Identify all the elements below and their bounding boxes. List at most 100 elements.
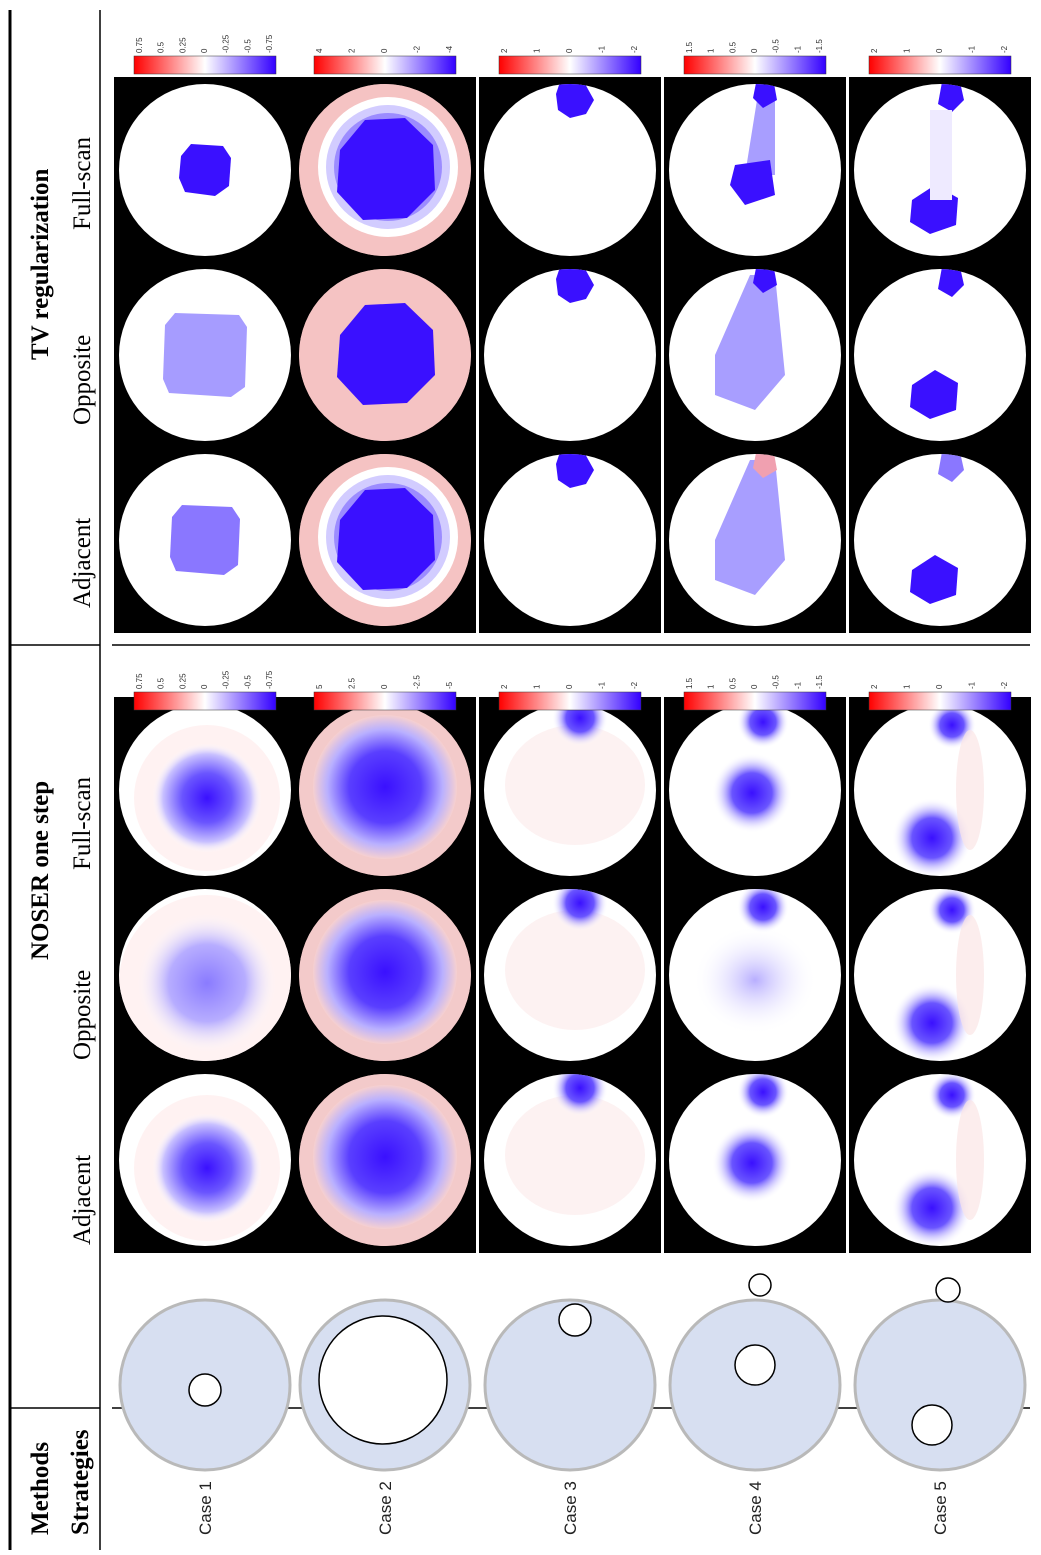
- colorbar-tick-label: 0: [200, 684, 209, 689]
- reconstructed-inclusion-large: [910, 370, 958, 419]
- reconstructed-inclusion: [163, 313, 247, 397]
- phantom-case-1: [118, 1298, 292, 1472]
- reconstructed-inclusion-large: [892, 983, 972, 1061]
- case-label-4: Case 4: [746, 1481, 765, 1535]
- tv-panel-case2-fullscan: [294, 77, 476, 263]
- case-label-1: Case 1: [196, 1481, 215, 1535]
- tv-panel-case4-adjacent: [664, 447, 846, 633]
- phantom-domain: [853, 1298, 1027, 1472]
- noser-panel-case5-opposite: [849, 882, 1031, 1068]
- reconstruction-domain: [854, 269, 1026, 441]
- noser-panel-case4-adjacent: [664, 1067, 846, 1253]
- reconstructed-inclusion: [313, 715, 457, 859]
- colorbar-tick-label: 0: [200, 48, 209, 53]
- reconstructed-inclusion: [552, 1074, 608, 1116]
- noser-panel-case1-fullscan: [114, 697, 296, 883]
- noser-panel-case4-fullscan: [664, 697, 846, 883]
- reconstructed-inclusion: [337, 118, 435, 220]
- colorbar-tick-label: -2: [630, 45, 639, 53]
- tv-panel-case4-fullscan: [664, 77, 846, 263]
- colorbar-tick-label: 2: [870, 684, 879, 689]
- tv-panel-case1-adjacent: [114, 447, 296, 633]
- phantom-inclusion: [911, 1404, 953, 1446]
- colorbar-tick-label: -2.5: [413, 675, 422, 689]
- noser-panel-case1-opposite: [114, 882, 296, 1068]
- noser-panel-case3-fullscan: [479, 697, 661, 883]
- reconstructed-inclusion-large: [730, 160, 775, 205]
- colorbar-tick-label: 0.5: [157, 41, 166, 53]
- reconstructed-inclusion: [152, 1113, 262, 1223]
- reconstructed-inclusion-small: [938, 454, 964, 482]
- tv-panel-case3-fullscan: [479, 77, 661, 263]
- noser-colorbar-case4: 1.5 1 0.5 0 -0.5 -1 -1.5: [683, 675, 827, 711]
- colorbar-tick-label: 5: [315, 684, 324, 689]
- case-label-2: Case 2: [376, 1481, 395, 1535]
- colorbar-tick-label: -0.25: [222, 670, 231, 689]
- tv-adjacent-label: Adjacent: [69, 518, 96, 608]
- reconstruction-domain: [484, 454, 656, 626]
- noser-colorbar-case3: 2 1 0 -1 -2: [498, 681, 642, 711]
- case-labels: Case 1 Case 2 Case 3 Case 4 Case 5: [196, 1481, 950, 1535]
- noser-colorbar-case2: 5 2.5 0 -2.5 -5: [313, 675, 457, 711]
- colorbar-tick-label: 1: [533, 48, 542, 53]
- phantom-case-2: [298, 1298, 472, 1472]
- colorbar-gradient: [498, 691, 642, 711]
- colorbar-tick-label: 0.75: [135, 37, 144, 53]
- phantom-case-3: [483, 1298, 657, 1472]
- reconstructed-inclusion-large: [715, 275, 785, 410]
- reconstructed-inclusion: [137, 913, 277, 1053]
- colorbar-tick-label: -0.75: [265, 670, 274, 689]
- colorbar-tick-label: 0: [565, 48, 574, 53]
- colorbar-tick-label: -0.25: [222, 34, 231, 53]
- reconstructed-inclusion: [337, 303, 435, 405]
- colorbar-tick-label: 0: [935, 48, 944, 53]
- colorbar-tick-label: -1.5: [815, 675, 824, 689]
- colorbar-tick-label: -2: [413, 45, 422, 53]
- colorbar-gradient: [313, 55, 457, 75]
- colorbar-tick-label: -0.5: [772, 675, 781, 689]
- colorbar-tick-label: 1: [707, 48, 716, 53]
- tv-panel-case5-fullscan: [849, 77, 1031, 263]
- colorbar-tick-label: -0.5: [243, 675, 252, 689]
- colorbar-tick-label: -1.5: [815, 39, 824, 53]
- phantom-case-4: [668, 1273, 842, 1472]
- reconstruction-domain: [854, 454, 1026, 626]
- colorbar-tick-label: 2: [870, 48, 879, 53]
- colorbar-tick-label: -0.5: [243, 39, 252, 53]
- colorbar-tick-label: -0.75: [265, 34, 274, 53]
- colorbar-tick-label: 0.5: [157, 677, 166, 689]
- colorbar-tick-label: -0.5: [772, 39, 781, 53]
- tv-colorbar-case3: 2 1 0 -1 -2: [498, 45, 642, 75]
- reconstruction-panels: [114, 77, 1031, 1253]
- colorbar-gradient: [133, 55, 277, 75]
- colorbar-gradient: [683, 691, 827, 711]
- reconstructed-inclusion-large: [715, 460, 785, 595]
- phantom-inclusion: [558, 1303, 592, 1337]
- phantom-inclusion: [748, 1273, 772, 1297]
- phantom-inclusion: [935, 1277, 961, 1303]
- tv-colorbar-case5: 2 1 0 -1 -2: [868, 45, 1012, 75]
- reconstructed-inclusion: [556, 454, 594, 488]
- reconstructed-inclusion-large: [712, 753, 792, 833]
- noser-panel-case5-fullscan: [849, 697, 1031, 883]
- colorbar-tick-label: 0: [565, 684, 574, 689]
- reconstructed-inclusion-large: [712, 1123, 792, 1203]
- colorbar-tick-label: -1: [598, 45, 607, 53]
- tv-colorbar-case1: 0.75 0.5 0.25 0 -0.25 -0.5 -0.75: [133, 34, 277, 75]
- colorbar-tick-label: 0: [750, 684, 759, 689]
- tv-panel-case1-opposite: [114, 262, 296, 448]
- noser-panel-case2-fullscan: [294, 697, 476, 883]
- colorbar-tick-label: -4: [445, 45, 454, 53]
- reconstructed-inclusion: [152, 743, 262, 853]
- noser-panel-case2-adjacent: [294, 1067, 476, 1253]
- colorbar-tick-label: 0.25: [178, 673, 187, 689]
- colorbar-tick-label: 0: [380, 684, 389, 689]
- colorbar-tick-label: 1: [903, 48, 912, 53]
- reconstruction-domain: [484, 269, 656, 441]
- reconstructed-inclusion: [556, 269, 594, 303]
- reconstructed-inclusion: [337, 488, 435, 590]
- reconstructed-inclusion: [313, 900, 457, 1044]
- colorbar-tick-label: -5: [445, 681, 454, 689]
- tv-panel-case2-opposite: [294, 262, 476, 448]
